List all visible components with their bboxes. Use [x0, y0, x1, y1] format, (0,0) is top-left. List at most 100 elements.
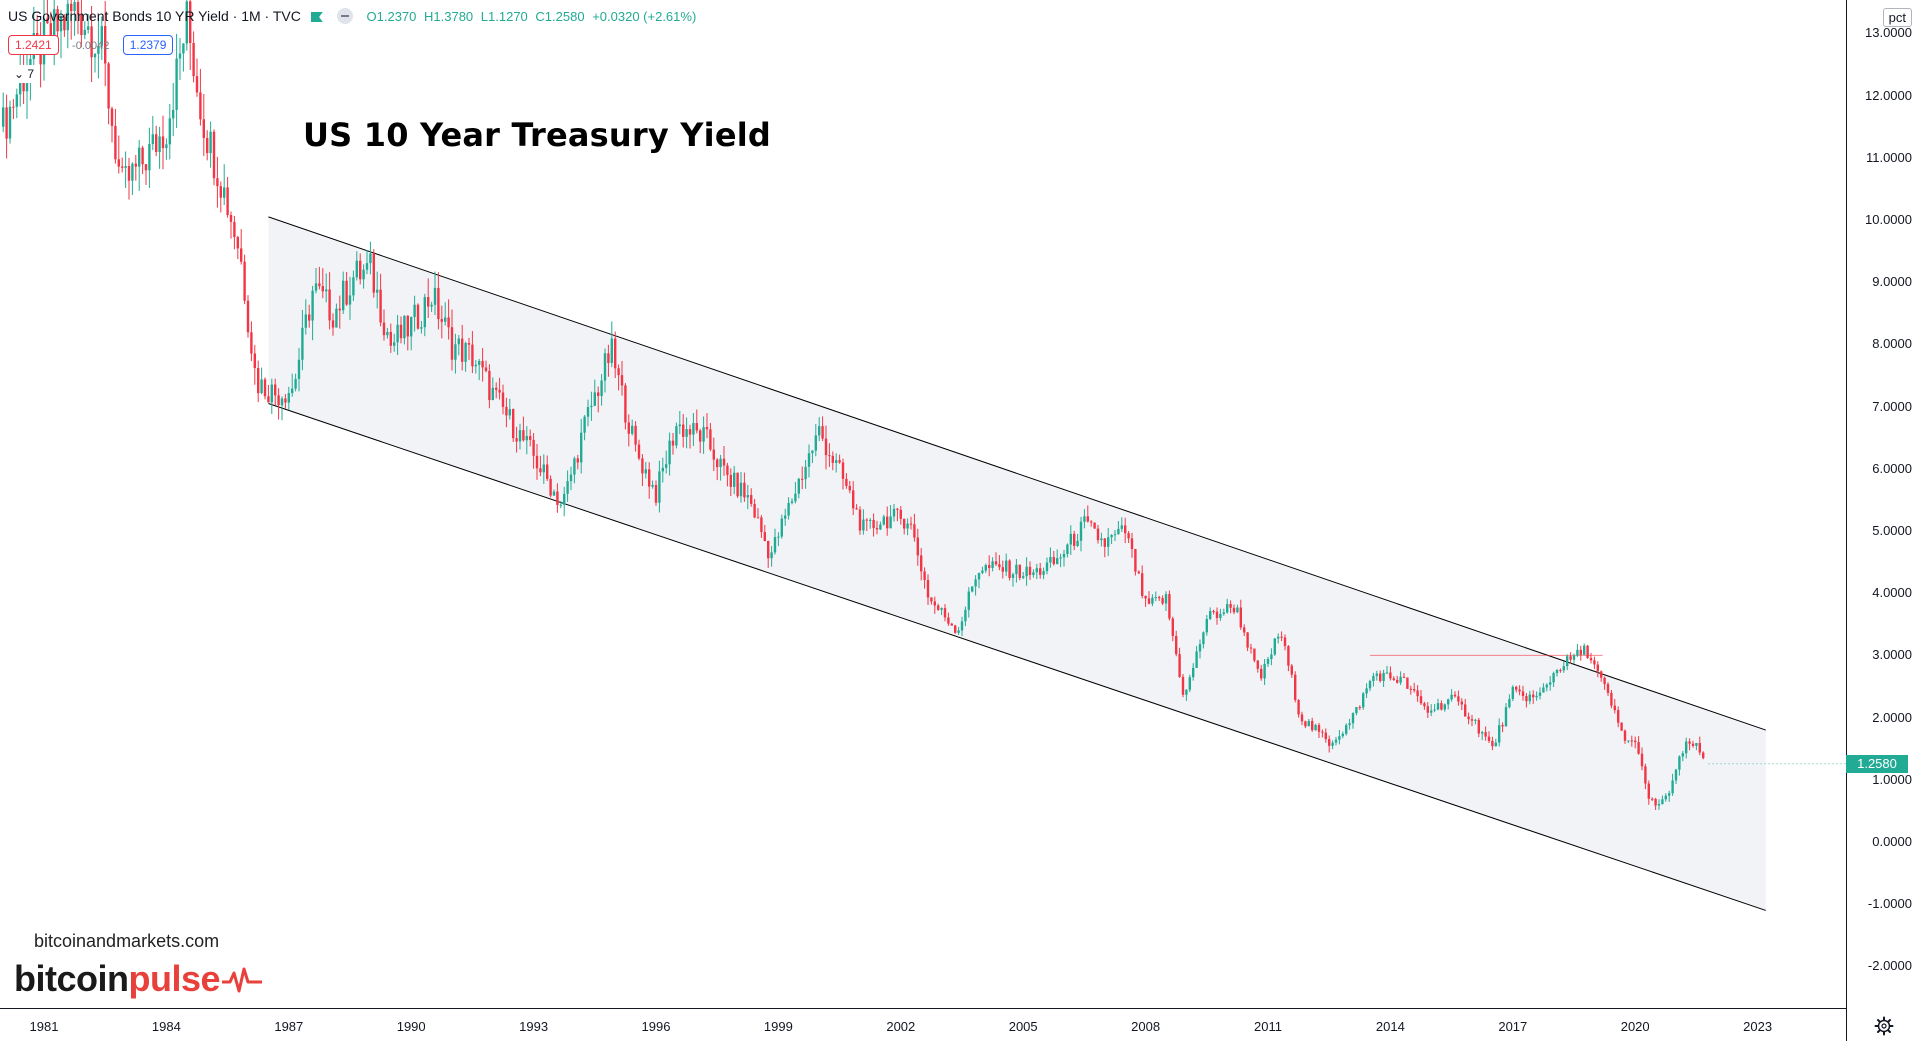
candle-body: [1674, 769, 1678, 781]
candle-body: [1181, 676, 1185, 695]
candle: [410, 316, 413, 351]
candle-body: [209, 131, 212, 154]
candle-body: [590, 405, 593, 408]
candle: [1001, 560, 1004, 579]
candle-body: [46, 18, 49, 24]
candle: [773, 528, 777, 555]
candle-body: [831, 455, 834, 463]
candle: [151, 115, 154, 151]
candle-body: [328, 289, 331, 321]
candle: [1018, 564, 1021, 581]
candle-body: [274, 384, 277, 396]
candle: [1028, 561, 1032, 580]
candle: [658, 460, 661, 513]
candle: [508, 398, 511, 420]
candle-body: [518, 430, 522, 442]
candle-body: [1093, 522, 1096, 529]
candle-body: [172, 109, 175, 119]
candle-body: [1562, 666, 1565, 671]
candle: [1436, 698, 1440, 711]
x-tick-label: 1996: [641, 1019, 671, 1034]
y-tick-label: 5.0000: [1872, 523, 1912, 538]
candle-body: [1443, 704, 1446, 710]
candle-body: [1311, 720, 1314, 731]
candle-body: [1168, 594, 1171, 619]
candle: [1127, 530, 1130, 543]
candle: [1396, 675, 1399, 684]
candle-body: [1685, 741, 1688, 754]
candle-body: [1015, 564, 1018, 575]
candle: [1487, 731, 1491, 743]
indicators-collapse-button[interactable]: ⌄ 7: [8, 65, 40, 83]
candle: [1423, 701, 1426, 710]
buy-button[interactable]: 1.2379: [122, 35, 174, 55]
candle: [1154, 591, 1157, 602]
candle: [158, 126, 161, 169]
candle-body: [192, 42, 195, 77]
candle: [182, 43, 185, 72]
price-chart[interactable]: [0, 0, 1846, 1008]
candle: [216, 156, 219, 208]
candle: [253, 344, 256, 385]
candle-body: [403, 315, 406, 339]
candle-body: [855, 508, 858, 510]
candle-body: [1661, 799, 1664, 805]
candle-body: [151, 134, 154, 145]
candle-body: [1501, 725, 1504, 727]
candle-body: [457, 338, 460, 345]
candle: [828, 443, 831, 467]
candle: [189, 0, 192, 71]
candle: [1443, 703, 1446, 712]
symbol-title[interactable]: US Government Bonds 10 YR Yield · 1M · T…: [8, 8, 301, 24]
candle-body: [1545, 684, 1548, 688]
candle-body: [1416, 690, 1419, 697]
candle: [627, 414, 630, 447]
candle-body: [1266, 659, 1270, 664]
candle: [416, 303, 420, 330]
candle: [1110, 534, 1113, 545]
candle: [104, 0, 107, 87]
candle-body: [444, 317, 447, 322]
candle-body: [1011, 574, 1015, 578]
candle-body: [597, 392, 600, 397]
candle-body: [821, 426, 824, 439]
candle-body: [165, 144, 168, 149]
candle: [134, 154, 137, 181]
candle-body: [365, 263, 369, 270]
gear-icon[interactable]: [1872, 1014, 1896, 1038]
chart-area[interactable]: US Government Bonds 10 YR Yield · 1M · T…: [0, 0, 1846, 1008]
candle: [1566, 654, 1569, 671]
candle-body: [1426, 706, 1429, 713]
candle: [1039, 562, 1042, 579]
candle-body: [141, 147, 144, 165]
candle-body: [1362, 693, 1365, 708]
candle-body: [168, 118, 171, 145]
candle: [240, 229, 243, 265]
candle-body: [229, 214, 233, 222]
candle: [886, 506, 889, 536]
candle: [393, 333, 396, 352]
candle: [481, 348, 484, 382]
hide-legend-icon[interactable]: [336, 8, 353, 24]
time-scale[interactable]: 1981 1984 1987 1990 1993 1996 1999 2002 2005 2008…: [0, 1008, 1846, 1041]
candle: [688, 424, 692, 449]
candle-body: [716, 459, 719, 468]
candle: [899, 506, 902, 525]
candle-body: [87, 26, 90, 30]
price-unit-label[interactable]: pct: [1882, 8, 1912, 27]
candle: [1341, 731, 1344, 739]
candle: [444, 302, 447, 326]
candle-body: [1368, 681, 1372, 689]
candle: [236, 235, 239, 260]
candle-body: [461, 338, 464, 362]
candle-body: [1154, 597, 1157, 599]
price-scale[interactable]: pct 13.0000 12.0000 11.0000 10.0000 9.0000 8.…: [1846, 0, 1920, 1041]
candle: [1545, 683, 1548, 692]
sell-button[interactable]: 1.2421: [8, 35, 59, 55]
candle: [614, 331, 617, 378]
channel-lower-line: [268, 403, 1766, 911]
candle: [413, 295, 416, 332]
candle: [559, 501, 562, 509]
candle: [1243, 624, 1246, 637]
candle-body: [1300, 714, 1304, 722]
